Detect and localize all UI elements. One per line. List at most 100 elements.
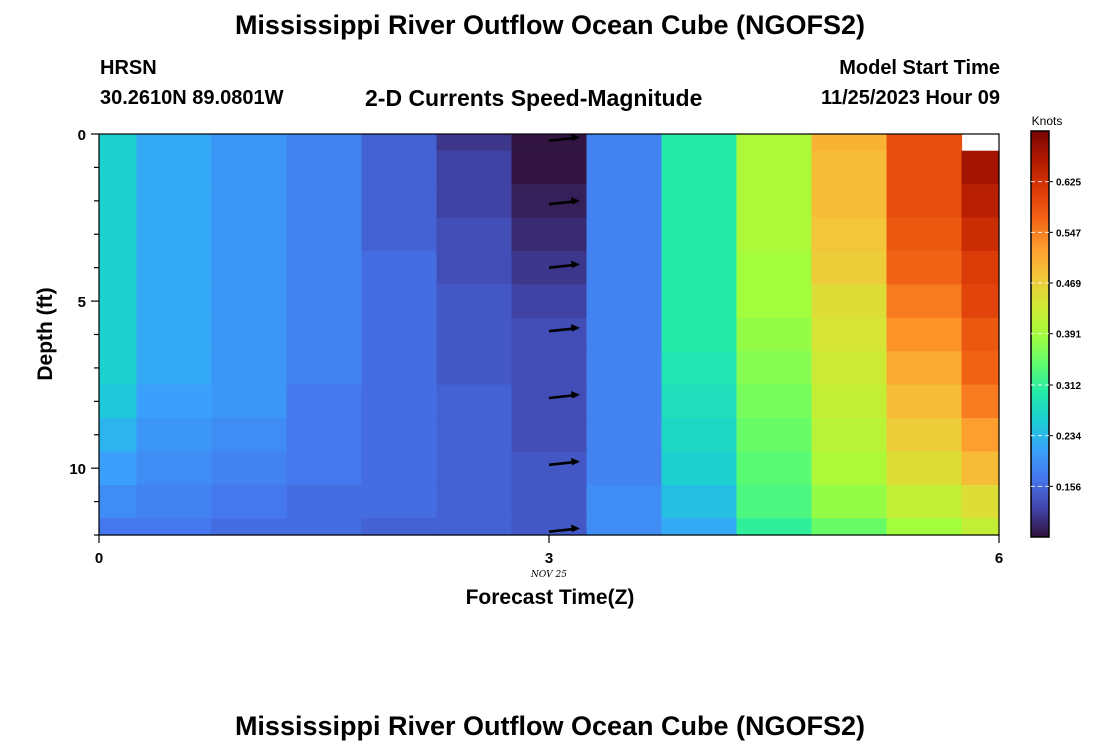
heatmap-cell [586, 518, 663, 536]
heatmap-cell [511, 518, 588, 536]
heatmap-cell [586, 184, 663, 219]
heatmap-cell [511, 317, 588, 352]
heatmap-cell [661, 150, 738, 185]
heatmap-cell [99, 284, 138, 319]
station-name: HRSN [100, 57, 157, 79]
y-tick-label: 10 [69, 461, 86, 478]
chart-title: Mississippi River Outflow Ocean Cube (NG… [234, 10, 866, 40]
current-vectors [548, 133, 580, 533]
heatmap-cell [811, 351, 888, 386]
heatmap-cell [661, 384, 738, 419]
heatmap-cell [586, 484, 663, 519]
heatmap-cell [99, 518, 138, 536]
heatmap-cell [436, 418, 513, 453]
colorbar-tick-label: 0.156 [1056, 482, 1081, 493]
heatmap-cell [886, 150, 963, 185]
heatmap-cell [436, 317, 513, 352]
current-vector [548, 524, 580, 533]
heatmap-cell [586, 351, 663, 386]
heatmap-cell [736, 217, 813, 252]
heatmap-cell [661, 317, 738, 352]
current-vector [548, 260, 580, 269]
heatmap-cell [361, 250, 438, 285]
heatmap-cell [211, 484, 288, 519]
heatmap-cell [99, 484, 138, 519]
x-date-label: NOV 25 [530, 570, 567, 580]
heatmap-cell [886, 134, 963, 152]
heatmap-cell [136, 518, 213, 536]
heatmap-cell [286, 284, 363, 319]
current-vector [548, 324, 580, 333]
heatmap-cell [99, 250, 138, 285]
heatmap-cell [436, 384, 513, 419]
heatmap-cell [736, 351, 813, 386]
heatmap-cells [99, 134, 1000, 536]
heatmap-cell [961, 317, 1000, 352]
heatmap-cell [961, 451, 1000, 486]
heatmap-cell [211, 418, 288, 453]
current-vector [548, 457, 580, 467]
heatmap-cell [811, 384, 888, 419]
x-tick-label: 6 [995, 550, 1003, 567]
heatmap-cell [99, 184, 138, 219]
axes: 0 3 6 0 5 10 [69, 127, 1003, 567]
colorbar-tick-label: 0.469 [1056, 279, 1081, 290]
chart-title-bottom: Mississippi River Outflow Ocean Cube (NG… [234, 711, 866, 741]
heatmap-cell [811, 134, 888, 152]
heatmap-cell [736, 150, 813, 185]
heatmap-cell [586, 150, 663, 185]
heatmap-cell [436, 451, 513, 486]
heatmap-cell [99, 384, 138, 419]
heatmap-cell [436, 484, 513, 519]
y-tick-label: 5 [78, 294, 86, 311]
heatmap-cell [586, 284, 663, 319]
heatmap-cell [736, 484, 813, 519]
heatmap-cell [136, 451, 213, 486]
heatmap-cell [136, 134, 213, 152]
heatmap-cell [811, 418, 888, 453]
heatmap-cell [811, 484, 888, 519]
heatmap-cell [511, 451, 588, 486]
heatmap-cell [961, 351, 1000, 386]
heatmap-cell [661, 134, 738, 152]
heatmap-cell [511, 284, 588, 319]
heatmap-cell [136, 250, 213, 285]
heatmap-cell [736, 250, 813, 285]
colorbar-tick-label: 0.391 [1056, 330, 1081, 341]
heatmap-cell [211, 351, 288, 386]
heatmap-cell [961, 484, 1000, 519]
x-tick-label: 3 [545, 550, 553, 567]
heatmap-cell [586, 451, 663, 486]
heatmap-cell [286, 317, 363, 352]
chart-subtitle: 2-D Currents Speed-Magnitude [365, 85, 703, 111]
heatmap-cell [661, 217, 738, 252]
colorbar-tick-label: 0.234 [1056, 432, 1081, 443]
heatmap-cell [811, 250, 888, 285]
heatmap-cell [211, 184, 288, 219]
heatmap-cell [661, 284, 738, 319]
heatmap-cell [811, 451, 888, 486]
heatmap-cell [286, 518, 363, 536]
heatmap-cell [961, 284, 1000, 319]
heatmap-cell [361, 351, 438, 386]
heatmap-cell [886, 518, 963, 536]
heatmap-cell [661, 418, 738, 453]
heatmap-cell [661, 184, 738, 219]
heatmap-cell [361, 217, 438, 252]
heatmap-cell [436, 184, 513, 219]
heatmap-cell [811, 150, 888, 185]
colorbar-units: Knots [1032, 114, 1063, 128]
model-start-time: 11/25/2023 Hour 09 [820, 87, 1000, 109]
heatmap-cell [361, 134, 438, 152]
heatmap-cell [361, 384, 438, 419]
x-axis-label: Forecast Time(Z) [466, 586, 635, 609]
heatmap-cell [736, 418, 813, 453]
heatmap-cell [361, 284, 438, 319]
heatmap-cell [886, 317, 963, 352]
heatmap-cell [661, 250, 738, 285]
heatmap-cell [286, 418, 363, 453]
heatmap-cell [511, 384, 588, 419]
heatmap-cell [136, 317, 213, 352]
colorbar: 0.625 0.547 0.469 0.391 0.312 0.234 0.156 [1030, 130, 1081, 538]
heatmap-cell [286, 451, 363, 486]
